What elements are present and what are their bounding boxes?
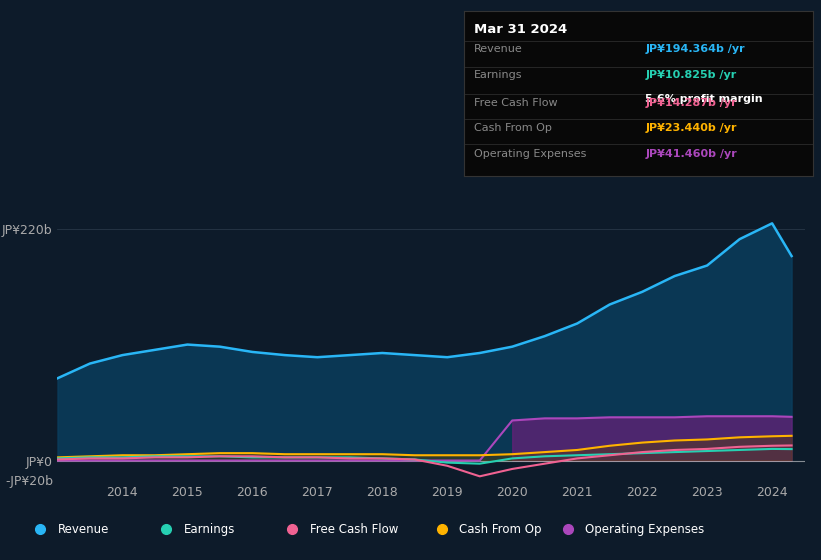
Text: Revenue: Revenue [57, 522, 108, 536]
Text: Operating Expenses: Operating Expenses [585, 522, 704, 536]
Text: Mar 31 2024: Mar 31 2024 [475, 23, 567, 36]
Text: JP¥194.364b /yr: JP¥194.364b /yr [645, 44, 745, 54]
Text: Cash From Op: Cash From Op [475, 123, 553, 133]
Text: JP¥10.825b /yr: JP¥10.825b /yr [645, 70, 736, 80]
Text: Revenue: Revenue [475, 44, 523, 54]
Text: Free Cash Flow: Free Cash Flow [475, 98, 558, 108]
Text: JP¥41.460b /yr: JP¥41.460b /yr [645, 149, 737, 159]
Text: Earnings: Earnings [475, 70, 523, 80]
Text: Earnings: Earnings [184, 522, 235, 536]
Text: Free Cash Flow: Free Cash Flow [310, 522, 398, 536]
Text: 5.6% profit margin: 5.6% profit margin [645, 94, 763, 104]
Text: JP¥14.287b /yr: JP¥14.287b /yr [645, 98, 737, 108]
Text: -JP¥20b: -JP¥20b [6, 475, 53, 488]
Text: JP¥23.440b /yr: JP¥23.440b /yr [645, 123, 736, 133]
Text: Cash From Op: Cash From Op [460, 522, 542, 536]
Text: Operating Expenses: Operating Expenses [475, 149, 587, 159]
